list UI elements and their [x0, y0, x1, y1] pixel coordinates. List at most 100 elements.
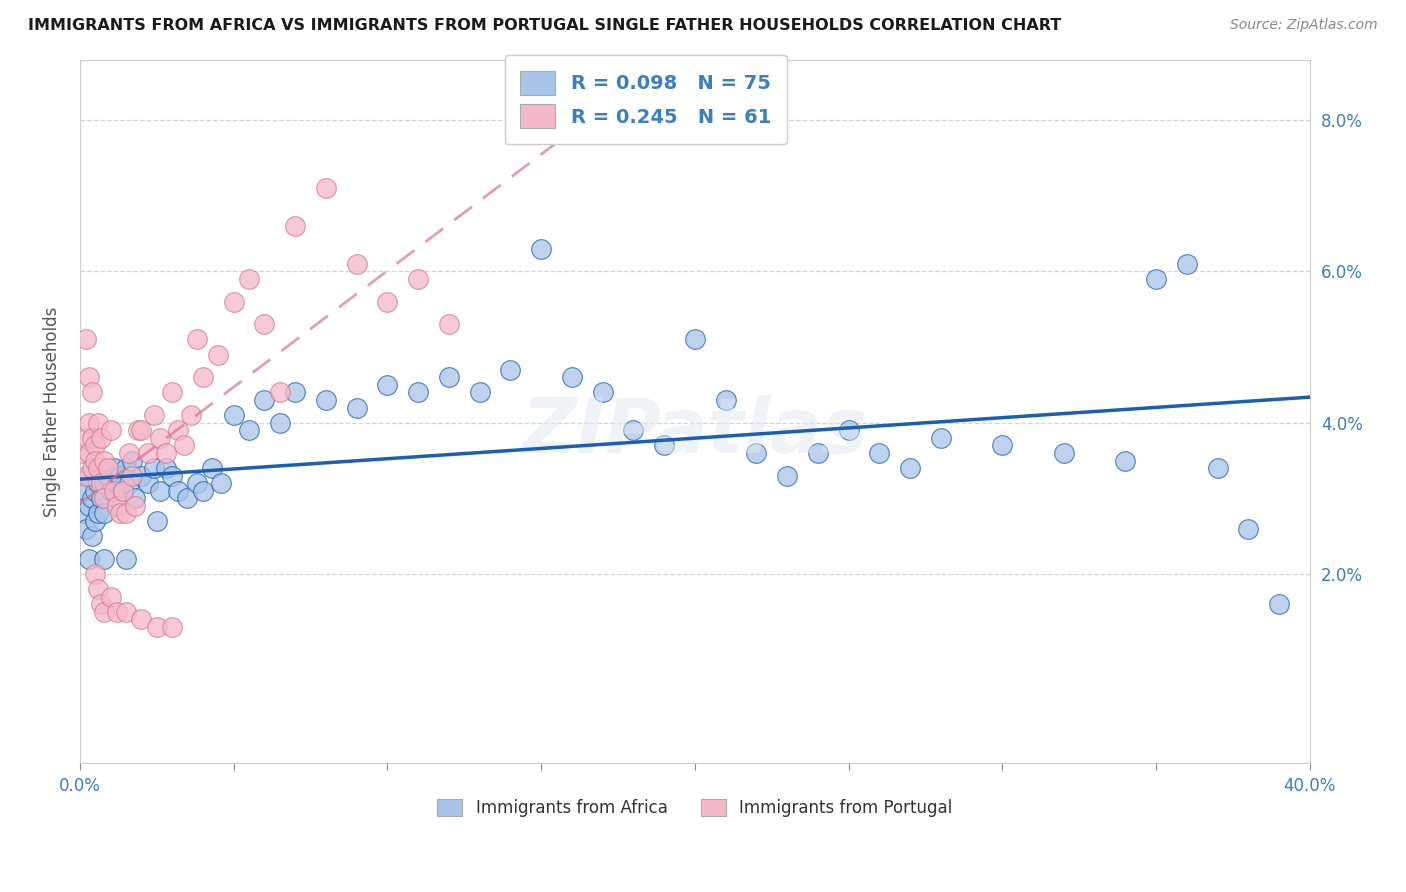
Point: [103, 483, 125, 498]
Point: [93, 507, 115, 521]
Point: [87, 476, 110, 491]
Point: [142, 408, 165, 422]
Point: [160, 468, 183, 483]
Point: [82, 385, 104, 400]
Point: [499, 363, 522, 377]
Point: [149, 431, 172, 445]
Point: [621, 423, 644, 437]
Point: [124, 491, 146, 506]
Point: [145, 620, 167, 634]
Point: [105, 499, 128, 513]
Point: [406, 272, 429, 286]
Text: IMMIGRANTS FROM AFRICA VS IMMIGRANTS FROM PORTUGAL SINGLE FATHER HOUSEHOLDS CORR: IMMIGRANTS FROM AFRICA VS IMMIGRANTS FRO…: [28, 18, 1062, 33]
Point: [284, 219, 307, 233]
Point: [315, 392, 337, 407]
Point: [75, 483, 97, 498]
Point: [437, 318, 460, 332]
Point: [346, 257, 368, 271]
Point: [84, 483, 107, 498]
Point: [90, 491, 112, 506]
Point: [468, 385, 491, 400]
Point: [186, 476, 208, 491]
Point: [929, 431, 952, 445]
Point: [121, 468, 143, 483]
Point: [683, 333, 706, 347]
Y-axis label: Single Father Households: Single Father Households: [44, 306, 60, 516]
Point: [115, 507, 138, 521]
Point: [1144, 272, 1167, 286]
Point: [176, 491, 198, 506]
Point: [991, 438, 1014, 452]
Point: [121, 453, 143, 467]
Point: [155, 461, 177, 475]
Point: [238, 423, 260, 437]
Point: [87, 416, 110, 430]
Point: [115, 605, 138, 619]
Point: [84, 453, 107, 467]
Point: [776, 468, 799, 483]
Point: [209, 476, 232, 491]
Point: [115, 461, 138, 475]
Point: [145, 514, 167, 528]
Point: [82, 529, 104, 543]
Point: [118, 476, 141, 491]
Point: [75, 522, 97, 536]
Point: [714, 392, 737, 407]
Point: [592, 385, 614, 400]
Point: [1114, 453, 1136, 467]
Point: [84, 438, 107, 452]
Point: [898, 461, 921, 475]
Point: [82, 431, 104, 445]
Point: [1053, 446, 1076, 460]
Point: [93, 453, 115, 467]
Point: [315, 181, 337, 195]
Point: [160, 620, 183, 634]
Point: [82, 461, 104, 475]
Point: [201, 461, 224, 475]
Point: [82, 491, 104, 506]
Point: [96, 461, 118, 475]
Point: [222, 408, 245, 422]
Point: [72, 446, 94, 460]
Point: [115, 552, 138, 566]
Point: [167, 483, 190, 498]
Point: [406, 385, 429, 400]
Point: [77, 446, 100, 460]
Point: [77, 552, 100, 566]
Point: [108, 468, 131, 483]
Point: [149, 483, 172, 498]
Point: [269, 416, 291, 430]
Point: [284, 385, 307, 400]
Text: ZIPatlas: ZIPatlas: [522, 395, 868, 469]
Point: [90, 476, 112, 491]
Point: [75, 431, 97, 445]
Point: [111, 483, 134, 498]
Point: [222, 294, 245, 309]
Point: [127, 423, 149, 437]
Point: [105, 605, 128, 619]
Point: [100, 590, 122, 604]
Point: [93, 552, 115, 566]
Point: [118, 446, 141, 460]
Legend: Immigrants from Africa, Immigrants from Portugal: Immigrants from Africa, Immigrants from …: [429, 790, 960, 825]
Point: [173, 438, 195, 452]
Point: [530, 242, 553, 256]
Point: [100, 423, 122, 437]
Point: [103, 461, 125, 475]
Point: [136, 476, 159, 491]
Point: [100, 483, 122, 498]
Point: [87, 507, 110, 521]
Point: [108, 507, 131, 521]
Point: [90, 431, 112, 445]
Point: [75, 333, 97, 347]
Point: [75, 468, 97, 483]
Point: [93, 476, 115, 491]
Point: [77, 370, 100, 384]
Point: [561, 370, 583, 384]
Point: [1175, 257, 1198, 271]
Point: [111, 483, 134, 498]
Point: [87, 461, 110, 475]
Point: [745, 446, 768, 460]
Point: [131, 423, 153, 437]
Point: [191, 483, 214, 498]
